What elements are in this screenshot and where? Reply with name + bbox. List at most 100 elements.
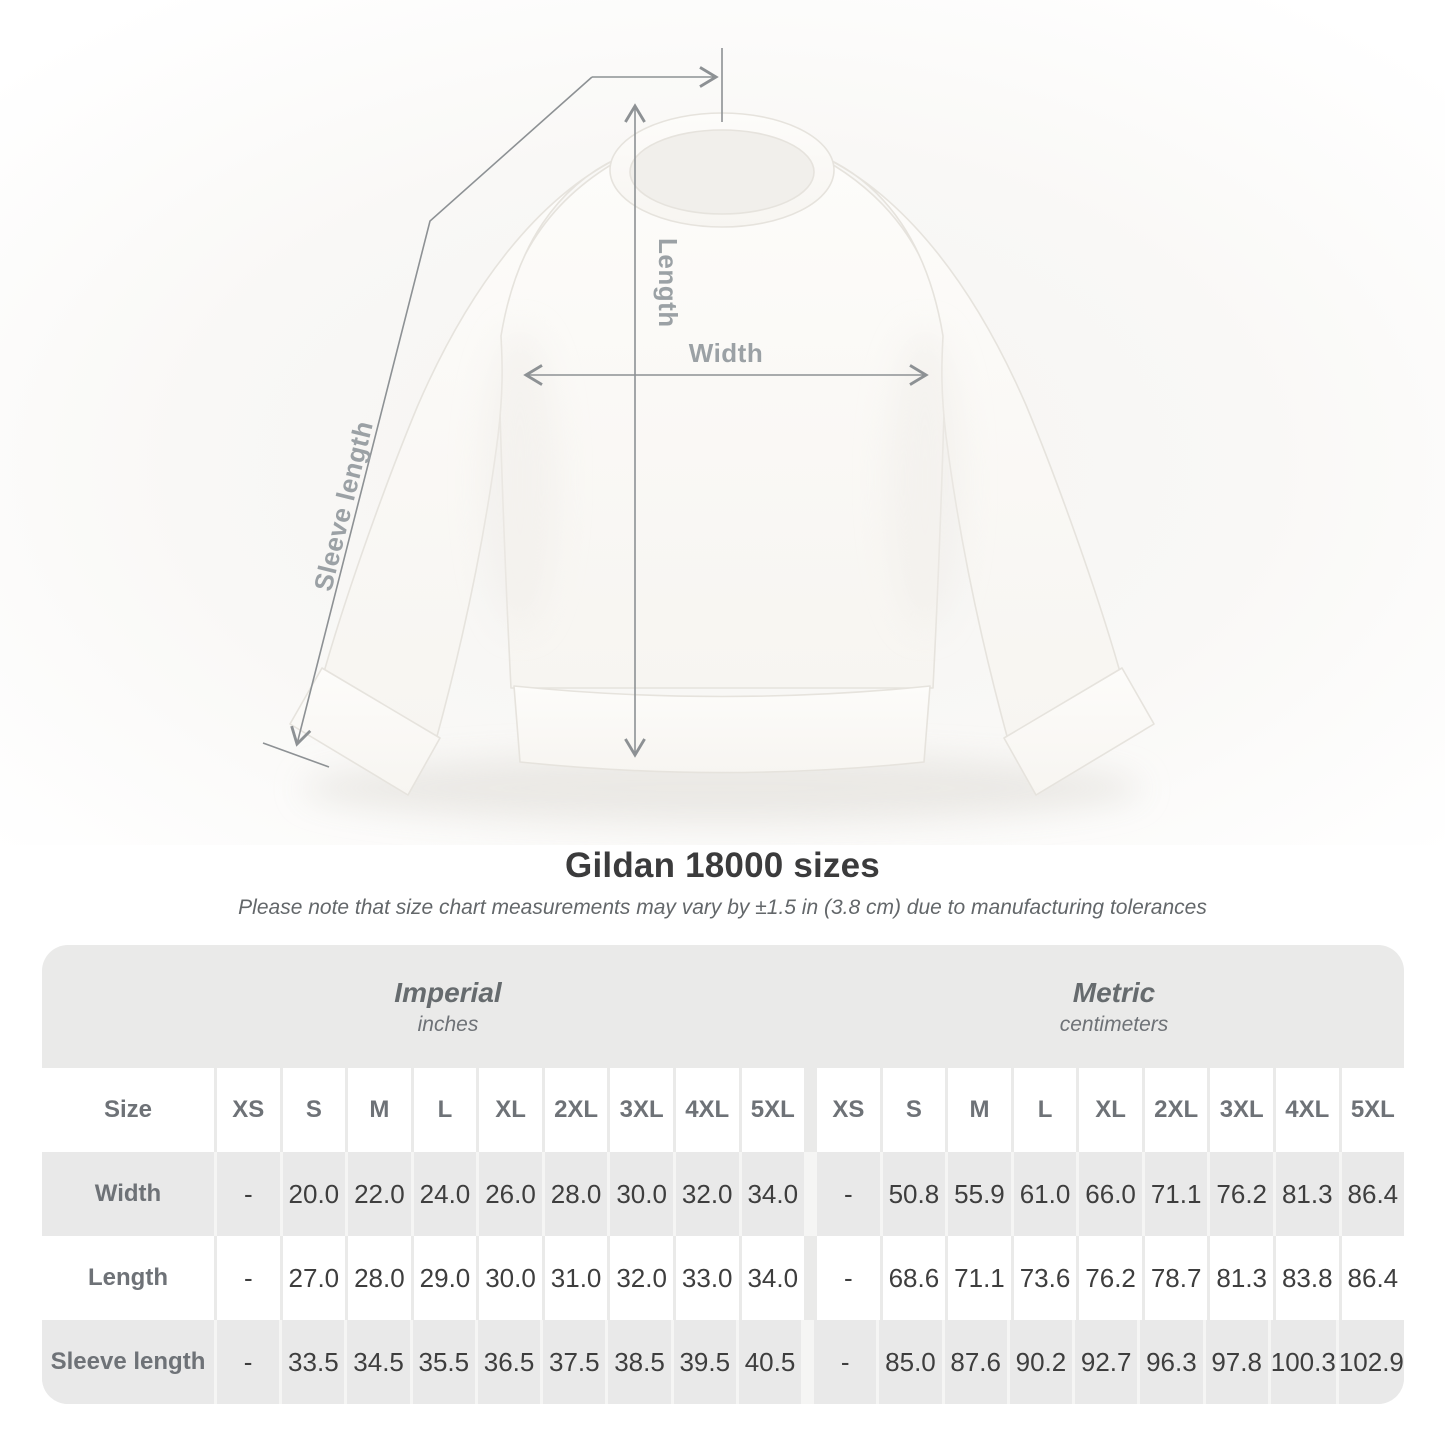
size-value-cell: 32.0	[607, 1236, 673, 1320]
size-column-header: XL	[1076, 1068, 1142, 1152]
corner-label: Size	[103, 1096, 153, 1123]
size-column-header: 2XL	[541, 1068, 608, 1152]
size-value-cell: 30.0	[607, 1152, 673, 1236]
size-value-cell: 29.0	[410, 1236, 477, 1320]
size-column-header: 3XL	[607, 1068, 673, 1152]
size-value-cell: 83.8	[1273, 1236, 1339, 1320]
size-value-cell: 35.5	[409, 1320, 475, 1404]
size-column-header: M	[945, 1068, 1011, 1152]
size-value-cell: 28.0	[345, 1236, 411, 1320]
size-value-cell: 33.0	[672, 1236, 739, 1320]
size-value-cell: 71.1	[1141, 1152, 1208, 1236]
size-column-header: XL	[476, 1068, 542, 1152]
size-value-cell: 28.0	[541, 1152, 608, 1236]
size-column-header: XS	[214, 1068, 280, 1152]
size-value-cell: 26.0	[476, 1152, 542, 1236]
size-value-cell: 36.5	[474, 1320, 540, 1404]
sleeve-length-line	[290, 76, 593, 747]
size-value-cell: -	[214, 1152, 280, 1236]
tolerance-note: Please note that size chart measurements…	[238, 896, 1207, 919]
size-value-cell: 20.0	[279, 1152, 346, 1236]
size-column-header: 5XL	[738, 1068, 805, 1152]
size-value-cell: 96.3	[1137, 1320, 1202, 1404]
sweatshirt-left-cuff	[289, 667, 441, 796]
page-title: Gildan 18000 sizes	[565, 846, 880, 885]
size-chart-table: Imperial inches Metric centimeters Size …	[42, 945, 1404, 1404]
table-row-sleeve-length: Sleeve length - 33.5 34.5 35.5 36.5 37.5…	[42, 1320, 1404, 1404]
size-value-cell: 102.9	[1335, 1320, 1404, 1404]
size-value-cell: 78.7	[1141, 1236, 1208, 1320]
unit-divider	[804, 1152, 815, 1236]
size-column-header: S	[279, 1068, 346, 1152]
size-value-cell: 68.6	[879, 1236, 946, 1320]
size-value-cell: 92.7	[1072, 1320, 1137, 1404]
sweatshirt-illustration	[289, 112, 1155, 796]
heading-block: Gildan 18000 sizes Please note that size…	[0, 846, 1445, 920]
size-column-header: L	[410, 1068, 477, 1152]
size-value-cell: 100.3	[1267, 1320, 1336, 1404]
size-value-cell: 97.8	[1202, 1320, 1268, 1404]
size-value-cell: 34.0	[738, 1152, 805, 1236]
sweatshirt-diagram-svg: Length Width Sleeve length	[0, 0, 1445, 845]
cuff-tick	[262, 742, 330, 768]
size-column-header: L	[1010, 1068, 1077, 1152]
size-column-header: 5XL	[1338, 1068, 1404, 1152]
size-value-cell: 87.6	[941, 1320, 1007, 1404]
size-value-cell: -	[214, 1236, 280, 1320]
table-row-length: Length - 27.0 28.0 29.0 30.0 31.0 32.0 3…	[42, 1236, 1404, 1320]
size-value-cell: 55.9	[945, 1152, 1011, 1236]
size-value-cell: 50.8	[879, 1152, 946, 1236]
size-column-header: M	[345, 1068, 411, 1152]
sweatshirt-hem-band	[513, 685, 931, 774]
size-value-cell: 73.6	[1010, 1236, 1077, 1320]
sweatshirt-right-cuff	[1003, 667, 1155, 796]
size-value-cell: 90.2	[1006, 1320, 1072, 1404]
sweatshirt-collar-inner	[629, 129, 815, 215]
size-value-cell: 37.5	[540, 1320, 605, 1404]
size-value-cell: 85.0	[876, 1320, 941, 1404]
size-value-cell: 24.0	[410, 1152, 477, 1236]
metric-band: Metric centimeters	[804, 945, 1404, 1068]
size-value-cell: 76.2	[1207, 1152, 1273, 1236]
product-measurement-diagram: Length Width Sleeve length	[0, 0, 1445, 845]
size-header-row: Size XS S M L XL 2XL 3XL 4XL 5XL XS S M …	[42, 1068, 1404, 1152]
size-value-cell: -	[814, 1236, 880, 1320]
size-value-cell: 71.1	[945, 1236, 1011, 1320]
size-column-header: 4XL	[1273, 1068, 1339, 1152]
imperial-band: Imperial inches	[42, 945, 804, 1068]
metric-unit: centimeters	[1059, 1012, 1169, 1036]
size-column-header: XS	[814, 1068, 880, 1152]
size-value-cell: 86.4	[1338, 1236, 1404, 1320]
length-label: Length	[653, 238, 683, 328]
size-value-cell: 34.0	[738, 1236, 805, 1320]
size-value-cell: 66.0	[1076, 1152, 1142, 1236]
size-value-cell: 34.5	[344, 1320, 409, 1404]
size-value-cell: 86.4	[1338, 1152, 1404, 1236]
size-column-header: 4XL	[672, 1068, 739, 1152]
unit-system-band: Imperial inches Metric centimeters	[42, 945, 1404, 1068]
shading-left	[482, 330, 558, 630]
measurement-lines	[262, 48, 929, 768]
size-value-cell: 32.0	[672, 1152, 739, 1236]
size-column-header: 3XL	[1207, 1068, 1273, 1152]
size-value-cell: 61.0	[1010, 1152, 1077, 1236]
size-value-cell: 40.5	[735, 1320, 801, 1404]
size-value-cell: -	[214, 1320, 279, 1404]
size-value-cell: 31.0	[541, 1236, 608, 1320]
size-value-cell: 76.2	[1076, 1236, 1142, 1320]
size-value-cell: 22.0	[345, 1152, 411, 1236]
imperial-unit: inches	[417, 1012, 479, 1036]
unit-divider	[801, 1320, 812, 1404]
size-value-cell: 30.0	[476, 1236, 542, 1320]
sweatshirt-body	[497, 152, 947, 689]
size-value-cell: 38.5	[605, 1320, 670, 1404]
table-row-width: Width - 20.0 22.0 24.0 26.0 28.0 30.0 32…	[42, 1152, 1404, 1236]
row-label: Length	[88, 1264, 168, 1291]
shading-right	[887, 330, 963, 630]
size-value-cell: 81.3	[1207, 1236, 1273, 1320]
row-label: Width	[94, 1180, 162, 1207]
size-value-cell: 33.5	[279, 1320, 344, 1404]
unit-divider	[804, 1068, 815, 1152]
size-value-cell: -	[814, 1152, 880, 1236]
width-label: Width	[689, 338, 763, 368]
